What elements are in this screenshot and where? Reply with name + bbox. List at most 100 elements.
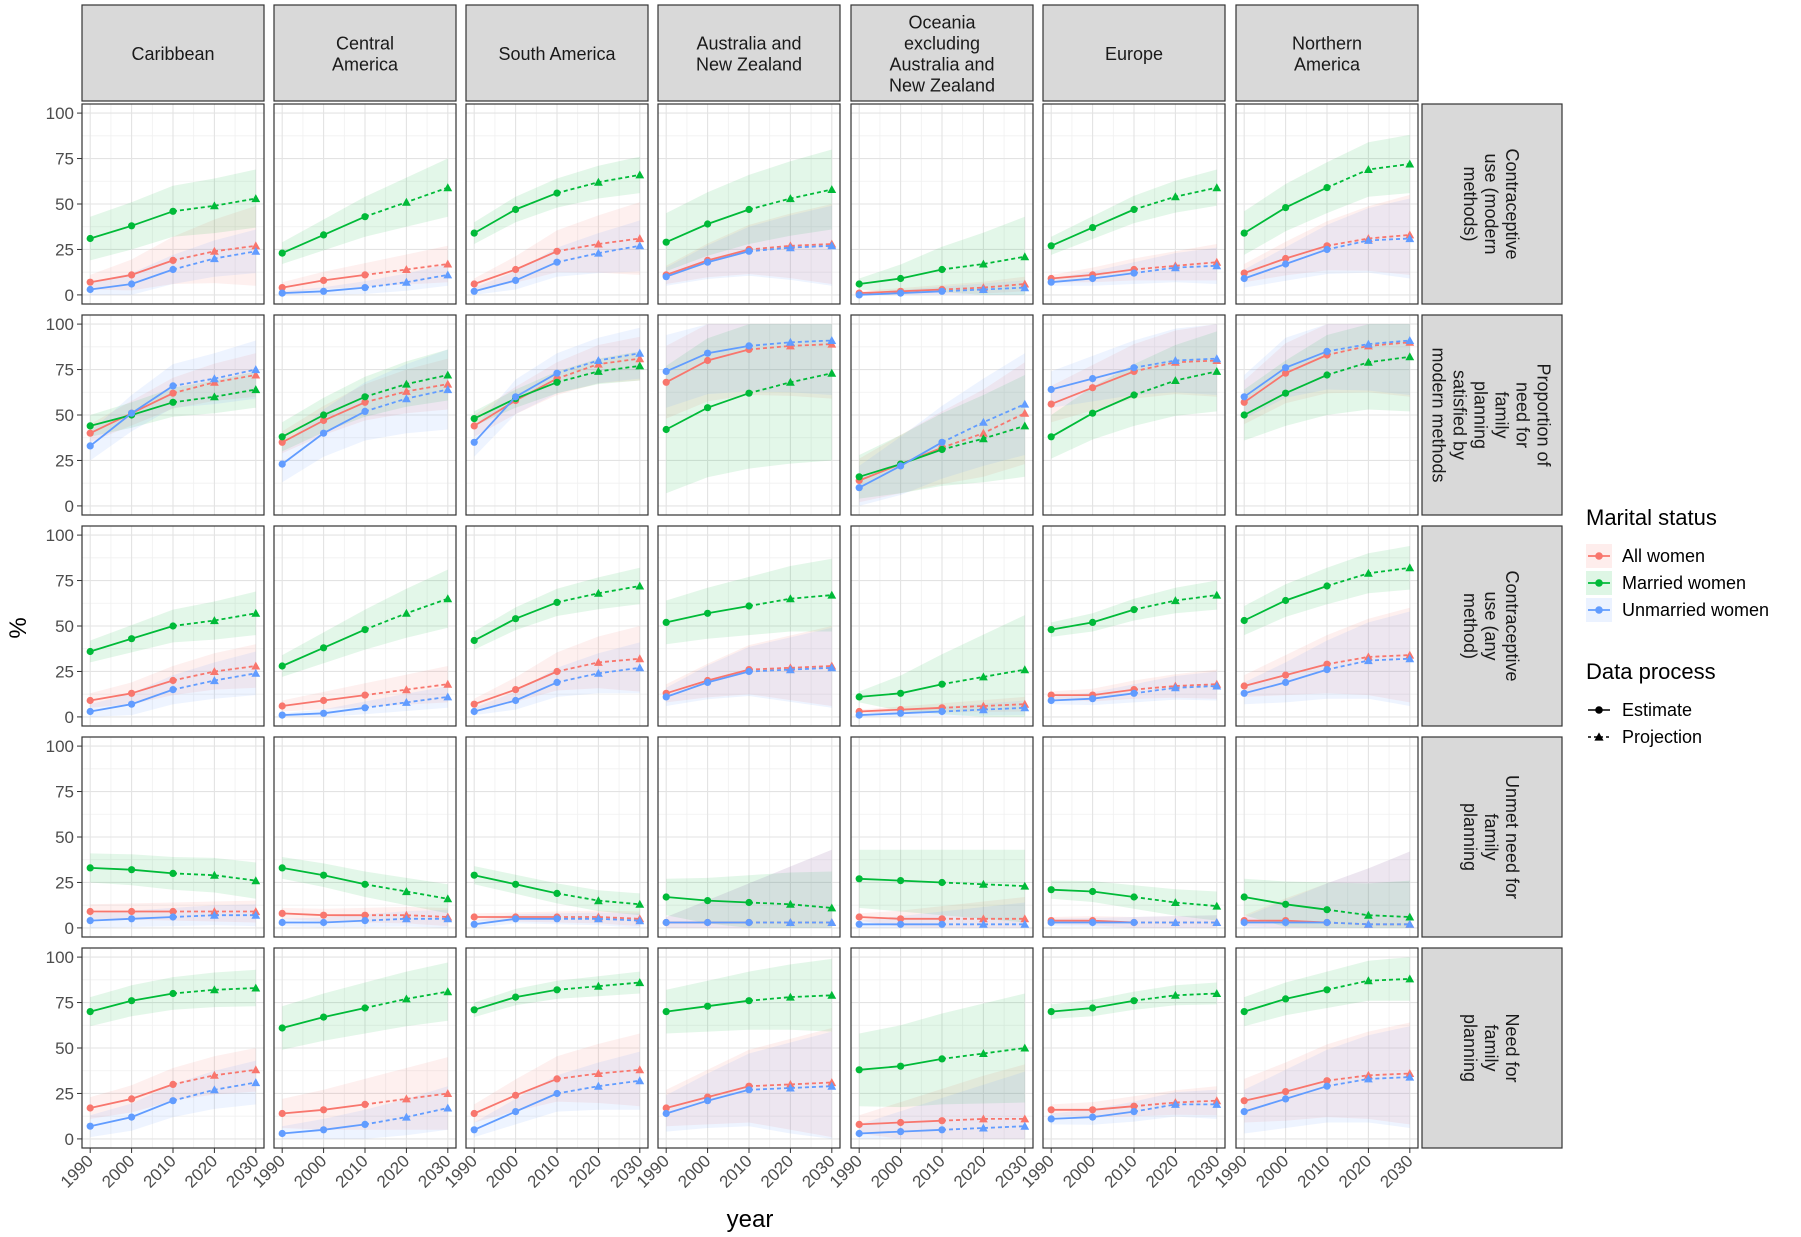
estimate-point-unmarried-women (86, 1122, 94, 1130)
projection-point-unmarried-women (594, 1081, 603, 1090)
estimate-point-married-women (1130, 893, 1138, 901)
estimate-point-all-women (553, 667, 561, 676)
projection-point-married-women (1171, 596, 1180, 605)
projection-point-married-women (210, 392, 219, 401)
estimate-point-all-women (1240, 682, 1248, 690)
estimate-point-married-women (1047, 433, 1055, 441)
projection-point-married-women (402, 197, 411, 206)
panel-border (465, 525, 649, 727)
column-strip-australia-and-new-zealand (657, 4, 841, 102)
panel-border (1235, 525, 1419, 727)
estimate-point-unmarried-women (1240, 689, 1248, 697)
uncertainty-band-married-women (666, 958, 832, 1034)
y-tick-label: 0 (65, 708, 74, 727)
panel-contraceptive-use-modern-metho-caribbean (81, 103, 265, 305)
panel-need-for-family-planning-northern-america (1235, 947, 1419, 1149)
estimate-point-married-women (855, 875, 863, 883)
estimate-point-married-women (320, 231, 328, 239)
estimate-point-married-women (855, 693, 863, 701)
projection-point-married-women (1212, 901, 1222, 910)
estimate-point-unmarried-women (1130, 364, 1138, 372)
x-tick-label: 2020 (565, 1151, 605, 1191)
panel-proportion-of-need-for-family--australia-and-new-zealand (657, 314, 841, 516)
projection-point-unmarried-women (979, 919, 988, 928)
estimate-point-all-women (1047, 1106, 1055, 1114)
projection-point-married-women (594, 177, 603, 186)
projection-point-married-women (1171, 990, 1180, 999)
estimate-point-all-women (553, 1075, 561, 1083)
projection-point-all-women (443, 379, 453, 388)
row-label-proportion-of-need-for-family-planning-satisfied-by-modern-methods-line3: planning (1471, 381, 1491, 449)
projection-point-unmarried-women (635, 241, 645, 250)
estimate-point-unmarried-women (1130, 689, 1138, 697)
estimate-point-unmarried-women (745, 667, 753, 676)
legend-label-projection: Projection (1622, 727, 1702, 747)
panel-unmet-need-for-family-planning-caribbean (81, 736, 265, 938)
estimate-point-married-women (1240, 229, 1248, 237)
legend-point-unmarried-women (1595, 606, 1603, 614)
y-tick-label: 25 (55, 240, 74, 259)
estimate-point-unmarried-women (704, 1097, 712, 1105)
estimate-point-married-women (361, 880, 369, 888)
legend-shape-estimate (1595, 706, 1603, 714)
row-label-proportion-of-need-for-family-planning-satisfied-by-modern-methods-line5: modern methods (1429, 347, 1449, 482)
row-strip-need-for-family-planning (1421, 947, 1563, 1149)
y-tick-label: 50 (55, 1039, 74, 1058)
panel-border (850, 314, 1034, 516)
projection-point-married-women (251, 385, 261, 394)
row-strip-contraceptive-use-modern-methods (1421, 103, 1563, 305)
projection-point-unmarried-women (827, 663, 837, 672)
y-tick-label: 75 (55, 361, 74, 380)
projection-point-married-women (210, 870, 219, 879)
estimate-point-unmarried-women (470, 707, 478, 716)
estimate-point-married-women (745, 389, 753, 397)
projection-point-unmarried-women (594, 668, 603, 677)
panel-border (273, 736, 457, 938)
legend: Marital status Data process All women Mar… (1586, 505, 1769, 747)
estimate-point-married-women (470, 415, 478, 423)
panel-unmet-need-for-family-planning-northern-america (1235, 736, 1419, 938)
projection-point-married-women (1020, 1043, 1030, 1052)
projection-point-married-women (402, 994, 411, 1003)
projection-point-married-women (635, 899, 645, 908)
column-label-central-america-line1: America (332, 55, 399, 75)
estimate-point-married-women (1282, 900, 1290, 908)
estimate-point-unmarried-women (1282, 1095, 1290, 1103)
projection-point-unmarried-women (1171, 918, 1180, 926)
y-tick-label: 50 (55, 195, 74, 214)
panel-border (850, 525, 1034, 727)
estimate-point-married-women (278, 433, 286, 441)
projection-point-unmarried-women (1212, 261, 1222, 270)
estimate-point-all-women (855, 1120, 863, 1128)
estimate-point-unmarried-women (745, 247, 753, 255)
estimate-point-married-women (86, 234, 94, 243)
projection-point-married-women (443, 370, 453, 379)
row-strip-unmet-need-for-family-planning (1421, 736, 1563, 938)
estimate-point-unmarried-women (855, 291, 863, 299)
estimate-point-married-women (1282, 204, 1290, 212)
panel-border (1042, 525, 1226, 727)
projection-point-all-women (402, 685, 411, 694)
estimate-point-unmarried-women (278, 460, 286, 468)
x-tick-label: 2000 (98, 1151, 138, 1191)
projection-point-all-women (402, 387, 411, 395)
estimate-point-unmarried-women (169, 1097, 177, 1105)
projection-point-married-women (1020, 665, 1030, 674)
x-tick-label: 2010 (1294, 1151, 1334, 1191)
estimate-point-married-women (855, 1066, 863, 1074)
projection-point-unmarried-women (1364, 1074, 1373, 1083)
x-tick-label: 2020 (757, 1151, 797, 1191)
panel-need-for-family-planning-central-america (273, 947, 457, 1149)
projection-point-married-women (1212, 590, 1222, 599)
estimate-point-unmarried-women (897, 920, 905, 928)
estimate-point-married-women (86, 1008, 94, 1016)
estimate-point-unmarried-women (1323, 918, 1331, 927)
estimate-point-married-women (511, 880, 520, 888)
column-strip-central-america (273, 4, 457, 102)
estimate-point-all-women (86, 907, 94, 916)
estimate-point-married-women (169, 398, 177, 406)
projection-point-married-women (402, 608, 411, 617)
